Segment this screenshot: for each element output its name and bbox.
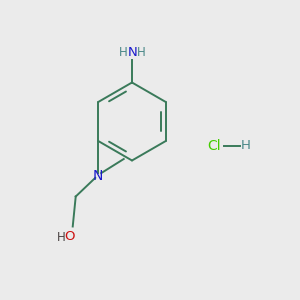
Text: O: O: [64, 230, 75, 242]
Text: Cl: Cl: [208, 139, 221, 152]
Text: N: N: [93, 169, 104, 182]
Text: H: H: [119, 46, 128, 59]
Text: H: H: [137, 46, 146, 59]
Text: H: H: [57, 231, 66, 244]
Text: N: N: [128, 46, 137, 59]
Text: H: H: [241, 139, 251, 152]
